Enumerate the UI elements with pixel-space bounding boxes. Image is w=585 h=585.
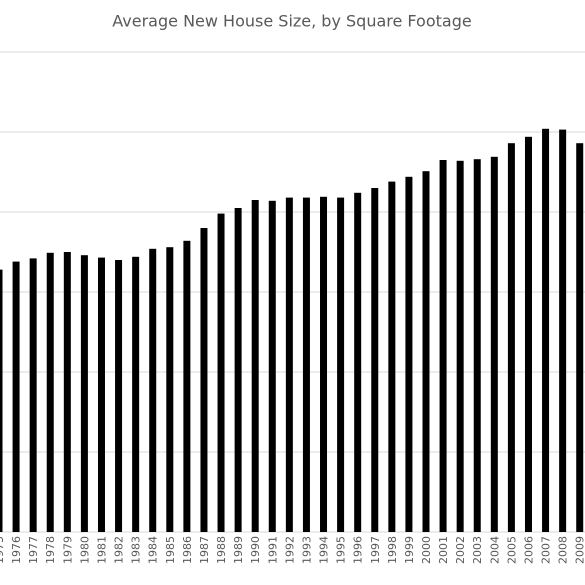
x-tick-label: 1982 (113, 536, 126, 564)
x-tick-label: 1978 (44, 536, 57, 564)
x-tick-label: 1983 (130, 536, 143, 564)
bar (268, 200, 276, 533)
x-tick-label: 1985 (164, 536, 177, 564)
bar (388, 181, 396, 532)
x-tick-label: 1976 (10, 536, 23, 564)
bar (166, 247, 174, 532)
x-tick-label: 1986 (181, 536, 194, 564)
x-tick-label: 1975 (0, 536, 6, 564)
bar (183, 240, 191, 533)
bar (46, 252, 54, 533)
bar (354, 192, 362, 533)
x-tick-label: 1999 (403, 536, 416, 564)
bar (80, 255, 88, 532)
x-tick-label: 2002 (454, 536, 467, 564)
bar (320, 196, 328, 533)
bar (132, 256, 140, 532)
bar (439, 160, 447, 532)
x-tick-label: 1996 (352, 536, 365, 564)
bar (473, 159, 481, 532)
bar (422, 171, 430, 532)
x-tick-label: 2001 (437, 536, 450, 564)
bar (200, 228, 208, 532)
x-tick-label: 1984 (147, 536, 160, 564)
bar (63, 252, 71, 532)
bar (217, 213, 225, 532)
bar (337, 197, 345, 532)
x-tick-label: 1998 (386, 536, 399, 564)
x-tick-label: 2000 (420, 536, 433, 564)
bar (234, 208, 242, 532)
x-tick-label: 2009 (574, 536, 585, 564)
x-tick-label: 1988 (215, 536, 228, 564)
x-tick-label: 1980 (78, 536, 91, 564)
x-tick-label: 1979 (61, 536, 74, 564)
bar (559, 129, 567, 532)
bar (507, 143, 515, 532)
x-tick-label: 1981 (95, 536, 108, 564)
bar (149, 248, 157, 533)
bar (29, 258, 37, 532)
x-tick-label: 1993 (300, 536, 313, 564)
x-tick-label: 1994 (318, 536, 331, 564)
bar (115, 260, 123, 532)
x-tick-label: 2007 (540, 536, 553, 564)
bar (405, 176, 413, 533)
bar (302, 197, 310, 532)
x-tick-label: 2006 (522, 536, 535, 564)
bar (97, 257, 105, 532)
bar (12, 261, 20, 532)
x-tick-label: 1989 (232, 536, 245, 564)
x-tick-label: 1990 (249, 536, 262, 564)
x-tick-label: 1977 (27, 536, 40, 564)
bar (285, 197, 293, 532)
x-tick-label: 1992 (283, 536, 296, 564)
bar (251, 200, 259, 532)
bar (576, 143, 584, 532)
bar (524, 136, 532, 533)
x-tick-label: 1995 (335, 536, 348, 564)
x-tick-label: 2003 (471, 536, 484, 564)
x-tick-label: 1991 (266, 536, 279, 564)
bar (490, 156, 498, 533)
x-tick-label: 2005 (505, 536, 518, 564)
x-tick-label: 2004 (488, 536, 501, 564)
bar (456, 160, 464, 533)
bar (371, 188, 379, 532)
x-tick-label: 1997 (369, 536, 382, 564)
x-tick-label: 1987 (198, 536, 211, 564)
bar (0, 269, 3, 532)
x-tick-label: 2008 (557, 536, 570, 564)
chart-title: Average New House Size, by Square Footag… (112, 12, 471, 31)
bar (542, 128, 550, 533)
